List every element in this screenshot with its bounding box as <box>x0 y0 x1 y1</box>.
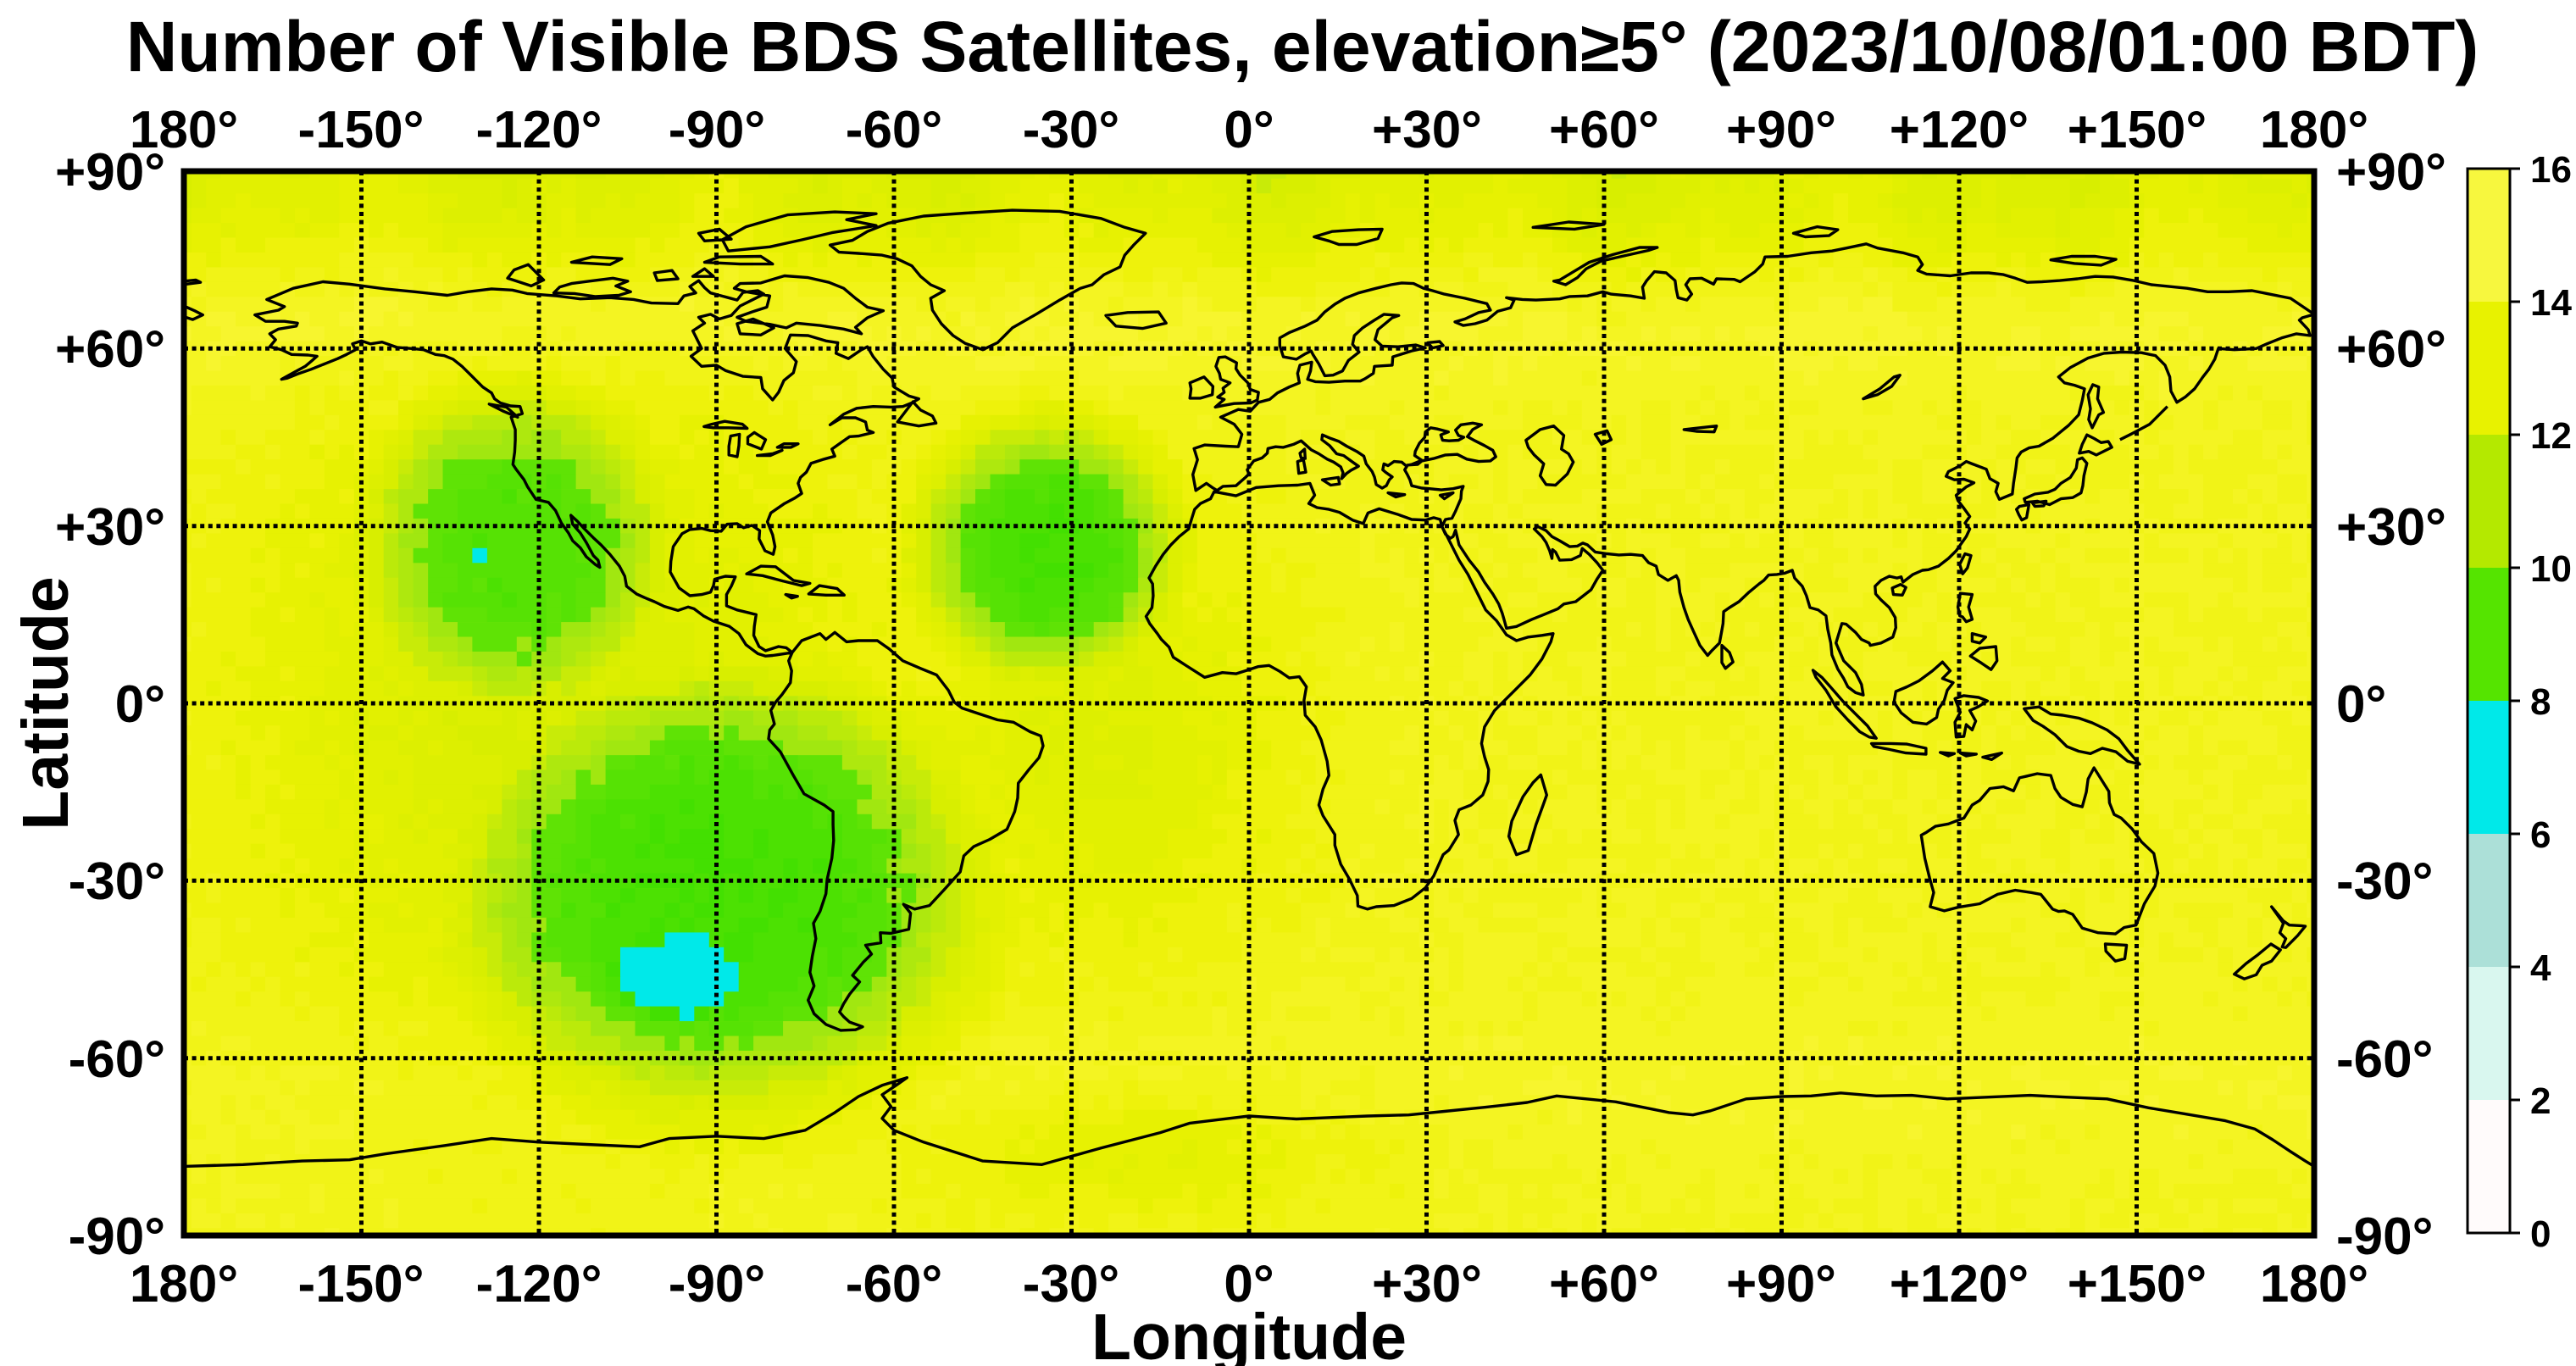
svg-text:10: 10 <box>2530 548 2572 590</box>
svg-text:-90°: -90° <box>69 1208 165 1266</box>
svg-text:+60°: +60° <box>55 320 165 379</box>
svg-text:+30°: +30° <box>1372 101 1482 159</box>
svg-text:+90°: +90° <box>1726 101 1836 159</box>
svg-text:-60°: -60° <box>69 1030 165 1089</box>
svg-text:-30°: -30° <box>69 852 165 911</box>
svg-text:-150°: -150° <box>298 1255 425 1313</box>
svg-text:+30°: +30° <box>55 498 165 557</box>
svg-text:-120°: -120° <box>476 101 602 159</box>
svg-text:-90°: -90° <box>2336 1208 2433 1266</box>
svg-text:+90°: +90° <box>55 143 165 202</box>
svg-text:0°: 0° <box>115 675 165 734</box>
svg-text:-120°: -120° <box>476 1255 602 1313</box>
svg-text:-30°: -30° <box>2336 852 2433 911</box>
svg-text:+60°: +60° <box>1549 101 1659 159</box>
svg-text:4: 4 <box>2530 947 2551 989</box>
svg-text:180°: 180° <box>2260 1255 2368 1313</box>
svg-text:+120°: +120° <box>1890 1255 2029 1313</box>
svg-text:+90°: +90° <box>1726 1255 1836 1313</box>
svg-text:0°: 0° <box>1224 101 1274 159</box>
svg-text:180°: 180° <box>130 1255 238 1313</box>
svg-text:0°: 0° <box>2336 675 2386 734</box>
svg-text:8: 8 <box>2530 681 2551 723</box>
svg-text:+150°: +150° <box>2068 1255 2207 1313</box>
svg-text:+60°: +60° <box>1549 1255 1659 1313</box>
svg-text:180°: 180° <box>130 101 238 159</box>
svg-text:+150°: +150° <box>2068 101 2207 159</box>
svg-text:+120°: +120° <box>1890 101 2029 159</box>
svg-text:-60°: -60° <box>846 101 942 159</box>
svg-text:+60°: +60° <box>2336 320 2446 379</box>
svg-text:+30°: +30° <box>1372 1255 1482 1313</box>
svg-text:Number of Visible BDS Satellit: Number of Visible BDS Satellites, elevat… <box>126 7 2479 86</box>
svg-text:0°: 0° <box>1224 1255 1274 1313</box>
svg-text:Latitude: Latitude <box>9 576 82 830</box>
svg-text:2: 2 <box>2530 1080 2551 1122</box>
svg-text:-90°: -90° <box>669 101 765 159</box>
svg-text:-90°: -90° <box>669 1255 765 1313</box>
svg-text:-60°: -60° <box>846 1255 942 1313</box>
svg-text:16: 16 <box>2530 149 2572 191</box>
svg-text:+90°: +90° <box>2336 143 2446 202</box>
svg-text:-30°: -30° <box>1023 101 1119 159</box>
svg-text:0: 0 <box>2530 1213 2551 1255</box>
svg-text:14: 14 <box>2530 282 2572 324</box>
svg-text:+30°: +30° <box>2336 498 2446 557</box>
svg-text:-60°: -60° <box>2336 1030 2433 1089</box>
svg-text:Longitude: Longitude <box>1091 1301 1407 1366</box>
svg-text:-30°: -30° <box>1023 1255 1119 1313</box>
svg-text:180°: 180° <box>2260 101 2368 159</box>
svg-text:6: 6 <box>2530 814 2551 856</box>
svg-text:-150°: -150° <box>298 101 425 159</box>
svg-text:12: 12 <box>2530 415 2572 457</box>
